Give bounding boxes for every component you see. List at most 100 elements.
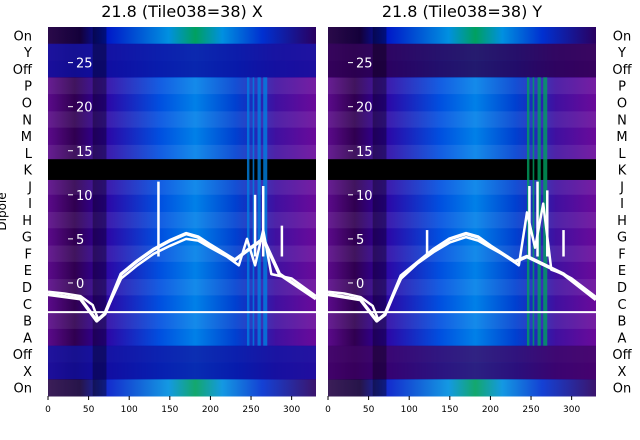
inner-y-tick-label: 15 bbox=[76, 145, 93, 160]
row-label: Y bbox=[23, 46, 32, 61]
heatmap-row bbox=[48, 127, 316, 145]
inner-y-tick-label: 20 bbox=[356, 101, 373, 116]
panel-x: 0 5 10 15 20 25 21.8 (Tile038=38) X 0 50 100 150 20… bbox=[0, 2, 317, 415]
heatmap-streak bbox=[257, 77, 261, 346]
chart-title: 21.8 (Tile038=38) Y bbox=[382, 2, 543, 21]
row-label: F bbox=[25, 247, 32, 262]
heatmap-row bbox=[48, 43, 316, 61]
heatmap-row bbox=[48, 362, 316, 380]
x-tick-label: 300 bbox=[563, 405, 580, 415]
row-label: K bbox=[618, 164, 627, 179]
row-label: I bbox=[620, 197, 624, 212]
row-label: Off bbox=[612, 63, 632, 78]
x-tick-label: 250 bbox=[242, 405, 259, 415]
x-tick-label: 50 bbox=[363, 405, 375, 415]
inner-y-tick-label: 5 bbox=[76, 233, 84, 248]
inner-y-tick-label: 0 bbox=[356, 277, 364, 292]
row-label: K bbox=[23, 164, 32, 179]
inner-y-tick-label: 0 bbox=[76, 277, 84, 292]
row-label: D bbox=[617, 281, 627, 296]
row-label: C bbox=[617, 298, 626, 313]
inner-y-tick-label: 10 bbox=[356, 189, 373, 204]
heatmap-streak bbox=[537, 77, 541, 346]
x-tick-label: 100 bbox=[401, 405, 418, 415]
row-label: On bbox=[613, 29, 631, 44]
x-tick-label: 150 bbox=[441, 405, 458, 415]
row-label: Y bbox=[617, 46, 626, 61]
x-tick-label: 200 bbox=[202, 405, 219, 415]
row-label: O bbox=[22, 96, 32, 111]
row-label: On bbox=[14, 29, 32, 44]
row-label: F bbox=[618, 247, 625, 262]
heatmap-row bbox=[328, 60, 596, 78]
row-label: J bbox=[27, 180, 32, 195]
x-tick-label: 200 bbox=[482, 405, 499, 415]
heatmap-row bbox=[48, 278, 316, 296]
row-label: On bbox=[14, 382, 32, 397]
row-label: On bbox=[613, 382, 631, 397]
row-label: L bbox=[25, 147, 33, 162]
heatmap-row bbox=[48, 379, 316, 397]
row-label: M bbox=[616, 130, 627, 145]
row-label: B bbox=[618, 315, 627, 330]
heatmap-row bbox=[328, 328, 596, 347]
heatmap-row-k bbox=[328, 159, 596, 180]
inner-y-tick-label: 15 bbox=[356, 145, 373, 160]
x-tick-label: 150 bbox=[161, 405, 178, 415]
row-label: O bbox=[617, 96, 627, 111]
inner-y-tick-label: 20 bbox=[76, 101, 93, 116]
row-label: C bbox=[23, 298, 32, 313]
heatmap-row bbox=[48, 328, 316, 347]
heatmap-trough bbox=[92, 27, 107, 396]
inner-y-tick-label: 25 bbox=[76, 57, 93, 72]
row-label: J bbox=[619, 180, 624, 195]
row-label: G bbox=[617, 231, 627, 246]
inner-y-tick-label: 25 bbox=[356, 57, 373, 72]
row-label: P bbox=[618, 80, 626, 95]
heatmap-row bbox=[328, 27, 596, 45]
row-label: Off bbox=[612, 348, 632, 363]
heatmap-row bbox=[48, 27, 316, 45]
heatmap-row bbox=[48, 312, 316, 330]
row-label: B bbox=[23, 315, 32, 330]
chart-title: 21.8 (Tile038=38) X bbox=[101, 2, 263, 21]
row-label: X bbox=[618, 365, 627, 380]
heatmap-streak bbox=[246, 77, 250, 346]
row-label: E bbox=[618, 264, 626, 279]
overlay-series-line bbox=[47, 231, 317, 323]
heatmap-row-k bbox=[48, 159, 316, 180]
row-label: P bbox=[24, 80, 32, 95]
heatmap-streak bbox=[252, 77, 255, 346]
x-tick-label: 0 bbox=[325, 405, 331, 415]
x-tick-label: 250 bbox=[522, 405, 539, 415]
heatmap-row bbox=[48, 60, 316, 78]
heatmap-streak bbox=[263, 77, 268, 346]
row-label: A bbox=[23, 331, 32, 346]
row-label: L bbox=[618, 147, 626, 162]
row-label: E bbox=[24, 264, 32, 279]
panel-y: 0 5 10 15 20 25 21.8 (Tile038=38) Y 0 50 100 150 20… bbox=[325, 2, 632, 415]
x-tick-label: 100 bbox=[121, 405, 138, 415]
row-label: N bbox=[22, 113, 32, 128]
x-tick-label: 300 bbox=[283, 405, 300, 415]
heatmap-row bbox=[48, 77, 316, 95]
heatmap-row bbox=[328, 312, 596, 330]
row-label: H bbox=[617, 214, 627, 229]
row-label: I bbox=[28, 197, 32, 212]
x-tick-label: 0 bbox=[45, 405, 51, 415]
row-label: D bbox=[22, 281, 32, 296]
heatmap-row bbox=[328, 362, 596, 380]
heatmap-row bbox=[328, 379, 596, 397]
row-label: N bbox=[617, 113, 627, 128]
row-label: M bbox=[21, 130, 32, 145]
heatmap-row bbox=[48, 345, 316, 363]
heatmap-row bbox=[328, 278, 596, 296]
heatmap-row bbox=[328, 43, 596, 61]
y-axis-label: Dipole bbox=[0, 192, 9, 230]
heatmap-row bbox=[48, 245, 316, 263]
row-label: X bbox=[23, 365, 32, 380]
overlay-series-line bbox=[327, 231, 598, 323]
inner-y-tick-label: 10 bbox=[76, 189, 93, 204]
row-label: Off bbox=[13, 348, 33, 363]
row-label: A bbox=[618, 331, 627, 346]
